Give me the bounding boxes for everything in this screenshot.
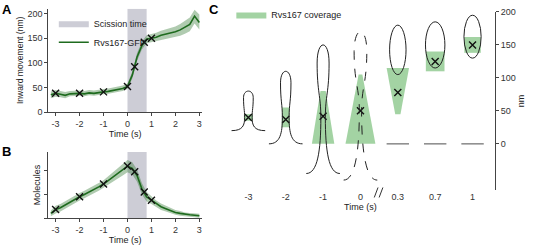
svg-text:0: 0 xyxy=(38,107,43,117)
svg-text:-2: -2 xyxy=(282,192,290,202)
svg-text:50: 50 xyxy=(501,106,511,116)
svg-text:3: 3 xyxy=(197,225,202,235)
svg-text:-1: -1 xyxy=(100,225,108,235)
svg-text:Molecules: Molecules xyxy=(32,164,42,205)
svg-text:C: C xyxy=(209,2,219,17)
svg-text:0.3: 0.3 xyxy=(392,192,405,202)
svg-text:nm: nm xyxy=(516,95,526,108)
svg-text:Time (s): Time (s) xyxy=(109,235,142,245)
svg-text:B: B xyxy=(2,144,11,159)
svg-text:0.7: 0.7 xyxy=(429,192,442,202)
svg-text:Rvs167 coverage: Rvs167 coverage xyxy=(271,10,341,20)
svg-text:3: 3 xyxy=(197,119,202,129)
svg-text:-1: -1 xyxy=(100,119,108,129)
svg-text:Time (s): Time (s) xyxy=(344,202,377,212)
svg-text:50: 50 xyxy=(33,83,43,93)
svg-text:-1: -1 xyxy=(319,192,327,202)
svg-text:Time (s): Time (s) xyxy=(109,129,142,139)
svg-text:0: 0 xyxy=(125,119,130,129)
svg-text:200: 200 xyxy=(501,7,516,17)
svg-text:Rvs167-GFP: Rvs167-GFP xyxy=(94,38,146,48)
svg-text:1: 1 xyxy=(149,119,154,129)
svg-text:1: 1 xyxy=(470,192,475,202)
svg-text:-3: -3 xyxy=(244,192,252,202)
svg-text:100: 100 xyxy=(28,58,43,68)
svg-text:2: 2 xyxy=(173,225,178,235)
svg-text:Inward movement (nm): Inward movement (nm) xyxy=(15,17,25,105)
svg-text:-3: -3 xyxy=(52,225,60,235)
svg-text:-2: -2 xyxy=(76,225,84,235)
svg-text:-3: -3 xyxy=(52,119,60,129)
svg-text:2: 2 xyxy=(173,119,178,129)
svg-text:150: 150 xyxy=(501,40,516,50)
svg-text:200: 200 xyxy=(28,9,43,19)
svg-text:0: 0 xyxy=(125,225,130,235)
svg-text:100: 100 xyxy=(501,73,516,83)
svg-text:Scission time: Scission time xyxy=(94,19,147,29)
svg-text:150: 150 xyxy=(28,33,43,43)
svg-text:1: 1 xyxy=(149,225,154,235)
svg-text:0: 0 xyxy=(501,139,506,149)
svg-text:-2: -2 xyxy=(76,119,84,129)
svg-text:A: A xyxy=(2,2,12,17)
svg-text:0: 0 xyxy=(358,192,363,202)
